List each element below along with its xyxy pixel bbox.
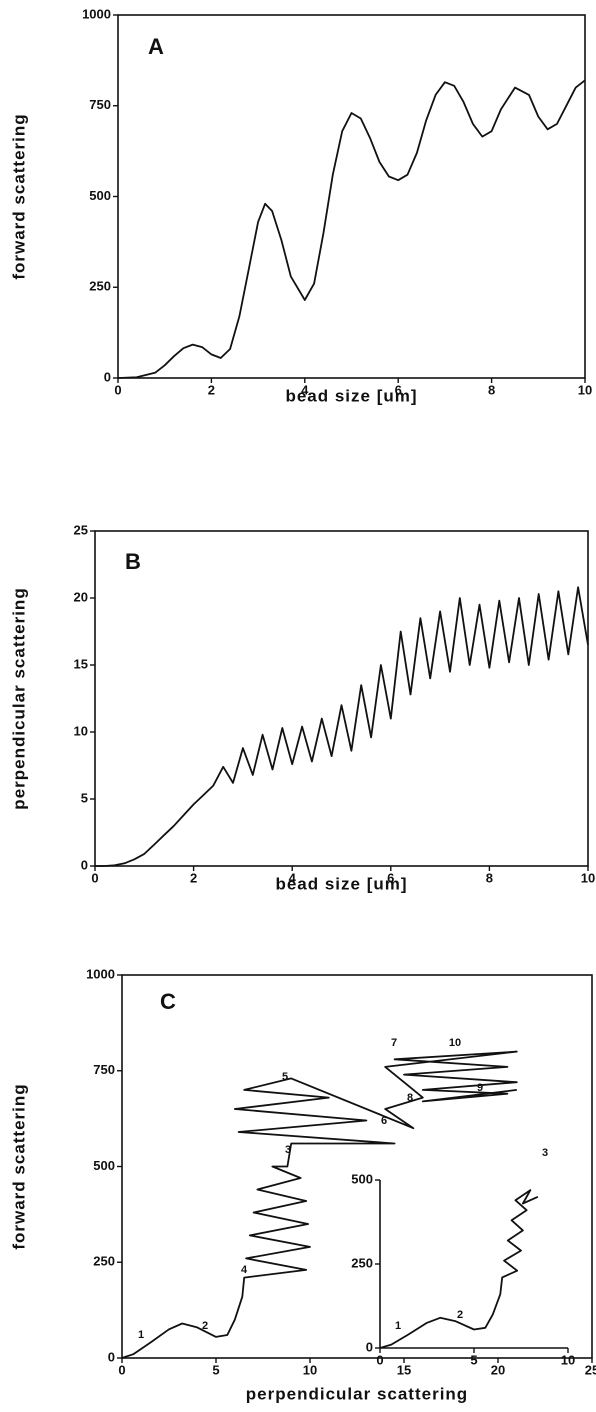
annotation: 8: [407, 1092, 413, 1104]
x-tick-label: 0: [114, 382, 121, 397]
data-line: [117, 79, 586, 379]
x-tick-label: 5: [470, 1352, 477, 1367]
y-tick-label: 15: [74, 656, 88, 671]
annotation: 1: [138, 1329, 144, 1341]
x-axis-label: bead size [um]: [275, 874, 407, 893]
y-tick-label: 750: [89, 97, 111, 112]
x-axis-label: bead size [um]: [285, 386, 417, 405]
plot-frame: [94, 530, 589, 867]
x-axis-label: perpendicular scattering: [246, 1384, 468, 1403]
data-line: [379, 1189, 539, 1349]
chart-panel: 0 5 10 0 250 500 1 2 3: [351, 1147, 575, 1368]
x-tick-label: 2: [190, 870, 197, 885]
data-line: [121, 1050, 518, 1359]
y-tick-label: 250: [89, 279, 111, 294]
x-tick-label: 10: [303, 1362, 317, 1377]
x-tick-label: 2: [208, 382, 215, 397]
x-tick-label: 20: [491, 1362, 505, 1377]
y-tick-label: 1000: [82, 6, 111, 21]
x-tick-label: 10: [578, 382, 592, 397]
y-tick-label: 250: [351, 1255, 373, 1270]
y-tick-label: 20: [74, 589, 88, 604]
y-tick-label: 0: [104, 369, 111, 384]
plot-frame: [117, 14, 586, 379]
y-tick-label: 0: [366, 1339, 373, 1354]
panel-title: C: [160, 989, 176, 1014]
annotation: 2: [202, 1320, 208, 1332]
y-tick-label: 250: [93, 1254, 115, 1269]
panel-title: A: [148, 34, 164, 59]
x-tick-label: 10: [581, 870, 595, 885]
panel-title: B: [125, 549, 141, 574]
data-line: [95, 586, 589, 867]
x-tick-label: 4: [289, 870, 297, 885]
y-tick-label: 0: [81, 857, 88, 872]
y-tick-label: 0: [108, 1349, 115, 1364]
x-tick-label: 0: [118, 1362, 125, 1377]
annotation: 2: [457, 1309, 463, 1321]
y-tick-label: 5: [81, 790, 88, 805]
annotation: 3: [285, 1144, 291, 1156]
y-axis-label: forward scattering: [9, 113, 28, 279]
x-tick-label: 6: [395, 382, 402, 397]
x-tick-label: 5: [212, 1362, 219, 1377]
x-tick-label: 8: [488, 382, 495, 397]
y-axis-label: perpendicular scattering: [9, 587, 28, 809]
annotation: 10: [449, 1037, 461, 1049]
y-tick-label: 500: [93, 1158, 115, 1173]
x-tick-label: 6: [387, 870, 394, 885]
y-tick-label: 500: [89, 188, 111, 203]
x-tick-label: 25: [585, 1362, 596, 1377]
y-tick-label: 750: [93, 1062, 115, 1077]
y-axis-label: forward scattering: [9, 1083, 28, 1249]
y-tick-label: 25: [74, 522, 88, 537]
annotation: 4: [241, 1264, 248, 1276]
x-tick-label: 10: [561, 1352, 575, 1367]
x-tick-label: 8: [486, 870, 493, 885]
plot-frame: [121, 974, 593, 1359]
annotation: 5: [282, 1071, 288, 1083]
annotation: 1: [395, 1320, 401, 1332]
annotation: 6: [381, 1115, 387, 1127]
y-tick-label: 10: [74, 723, 88, 738]
annotation: 3: [542, 1147, 548, 1159]
x-tick-label: 0: [91, 870, 98, 885]
x-tick-label: 0: [376, 1352, 383, 1367]
y-tick-label: 1000: [86, 966, 115, 981]
annotation: 7: [391, 1037, 397, 1049]
x-tick-label: 15: [397, 1362, 411, 1377]
x-tick-label: 4: [301, 382, 309, 397]
annotation: 9: [477, 1082, 483, 1094]
y-tick-label: 500: [351, 1171, 373, 1186]
